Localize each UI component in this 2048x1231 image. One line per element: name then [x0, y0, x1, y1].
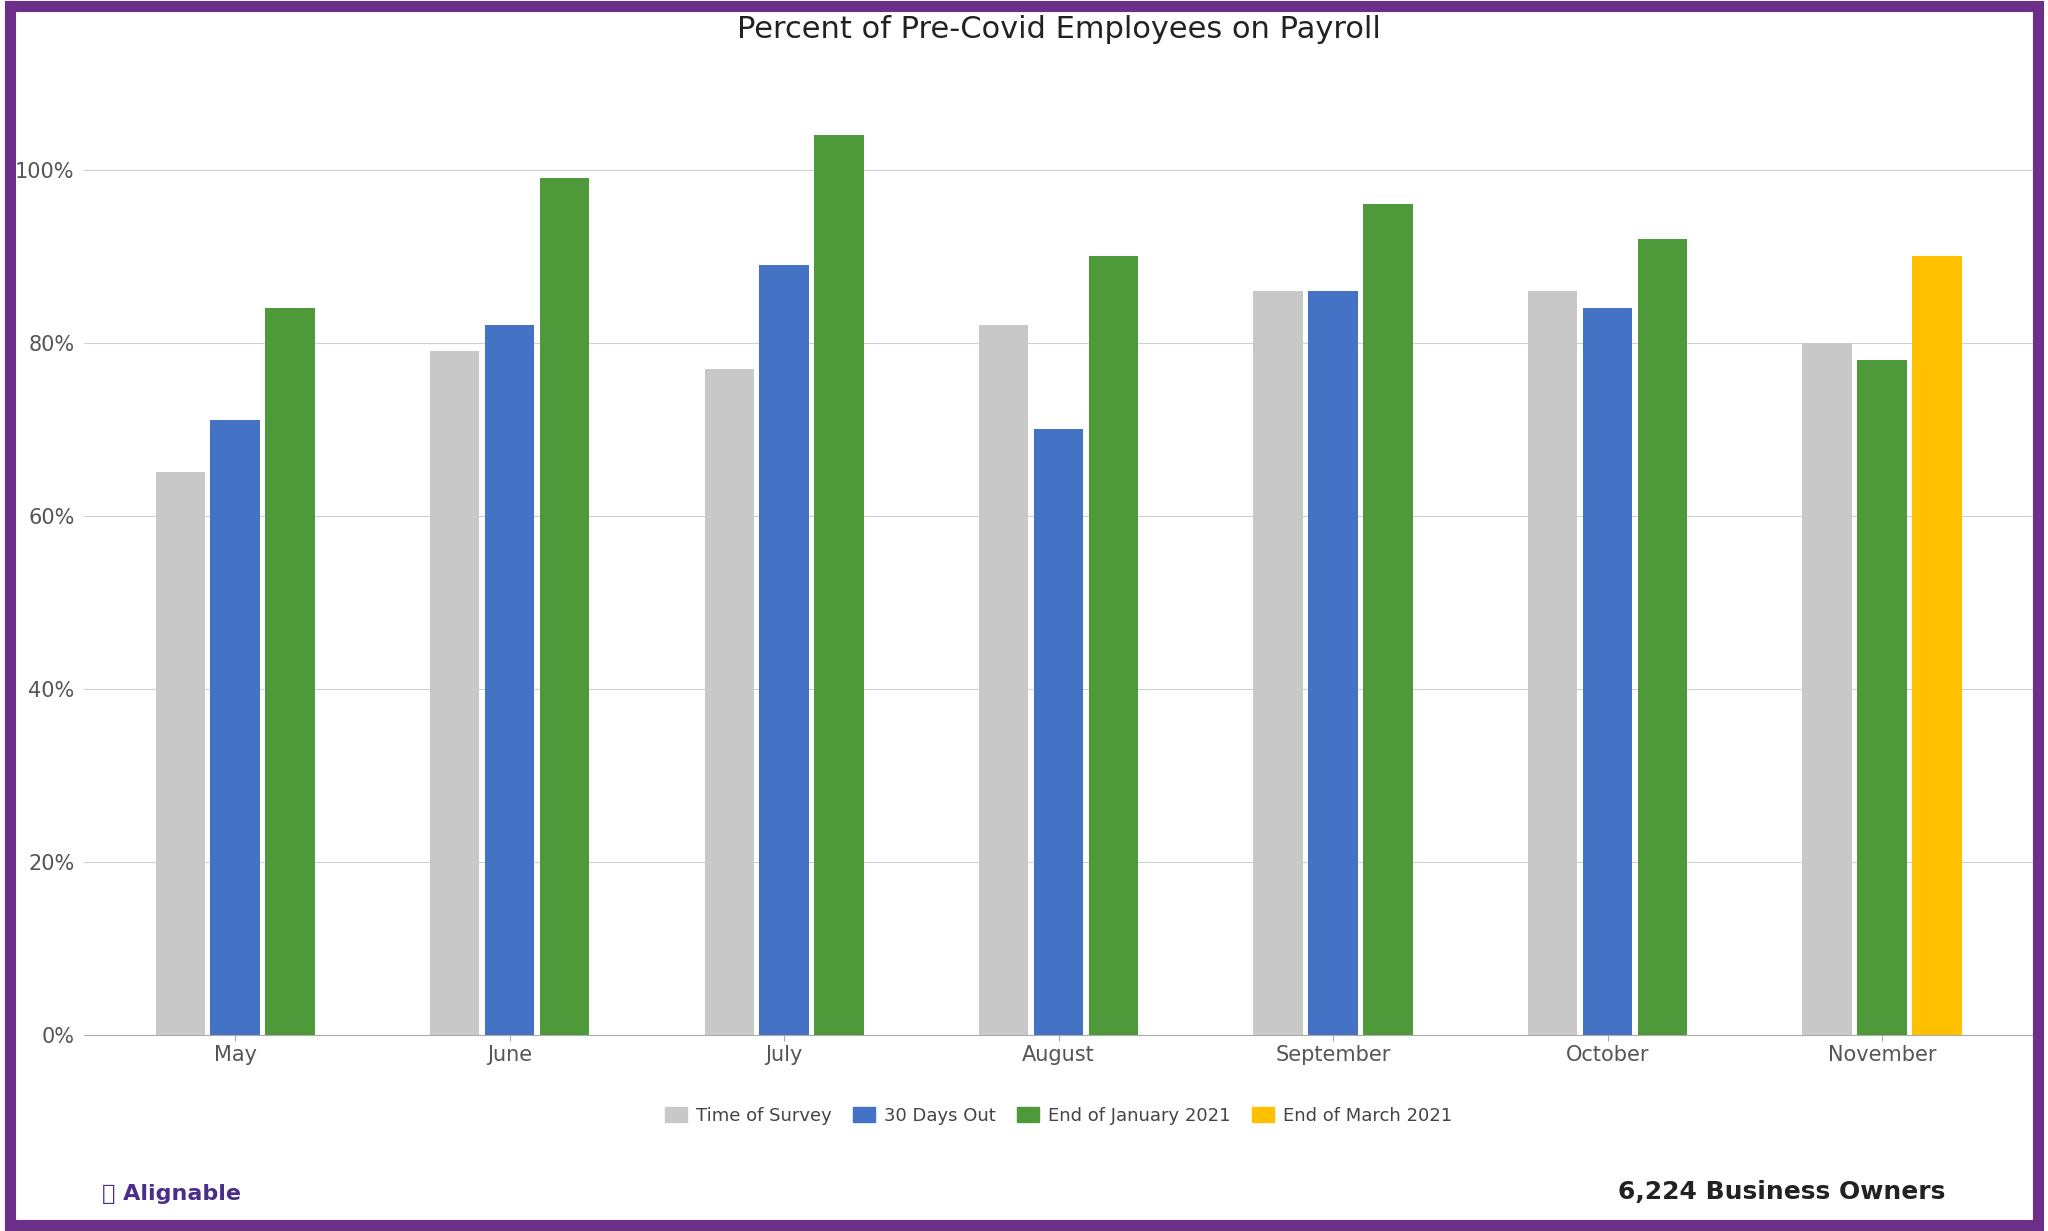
- Bar: [1090, 256, 1139, 1034]
- Bar: [815, 135, 864, 1034]
- Bar: [541, 178, 590, 1034]
- Bar: [156, 473, 205, 1034]
- Bar: [979, 325, 1028, 1034]
- Bar: [1913, 256, 1962, 1034]
- Bar: [1253, 291, 1303, 1034]
- Bar: [1638, 239, 1688, 1034]
- Bar: [760, 265, 809, 1034]
- Bar: [1034, 430, 1083, 1034]
- Bar: [1309, 291, 1358, 1034]
- Legend: Time of Survey, 30 Days Out, End of January 2021, End of March 2021: Time of Survey, 30 Days Out, End of Janu…: [657, 1099, 1460, 1133]
- Bar: [430, 351, 479, 1034]
- Bar: [211, 421, 260, 1034]
- Bar: [1528, 291, 1577, 1034]
- Bar: [705, 368, 754, 1034]
- Bar: [1858, 359, 1907, 1034]
- Bar: [266, 308, 315, 1034]
- Bar: [1802, 342, 1851, 1034]
- Bar: [1364, 204, 1413, 1034]
- Title: Percent of Pre-Covid Employees on Payroll: Percent of Pre-Covid Employees on Payrol…: [737, 15, 1380, 44]
- Bar: [1583, 308, 1632, 1034]
- Text: 6,224 Business Owners: 6,224 Business Owners: [1618, 1181, 1946, 1204]
- Bar: [485, 325, 535, 1034]
- Text: Ⓢ Alignable: Ⓢ Alignable: [102, 1184, 242, 1204]
